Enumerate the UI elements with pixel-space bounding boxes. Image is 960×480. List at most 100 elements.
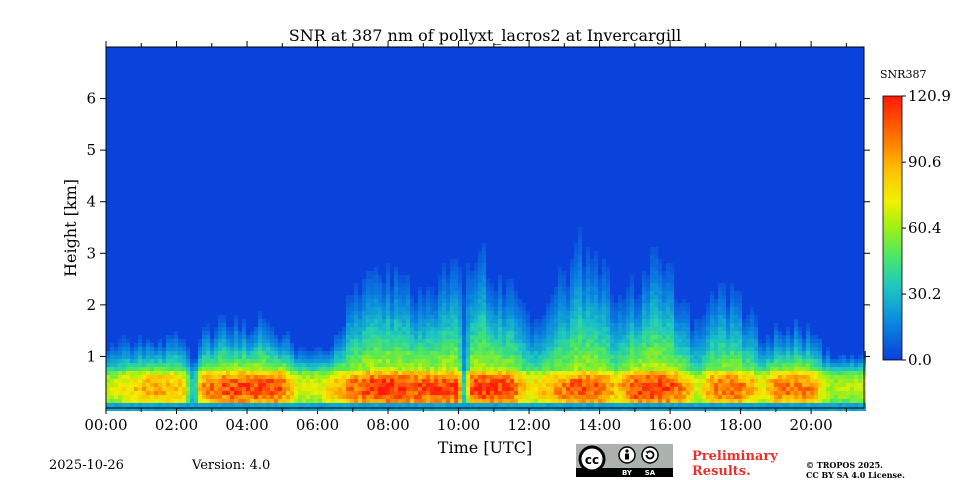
heatmap-cells <box>106 227 866 411</box>
heatmap-cell <box>762 371 766 375</box>
heatmap-cell <box>698 403 702 407</box>
heatmap-cell <box>122 395 126 399</box>
heatmap-cell <box>442 315 446 319</box>
heatmap-cell <box>478 271 482 275</box>
heatmap-cell <box>762 343 766 347</box>
heatmap-cell <box>198 351 202 355</box>
heatmap-cell <box>778 379 782 383</box>
heatmap-cell <box>234 363 238 367</box>
heatmap-cell <box>510 367 514 371</box>
heatmap-cell <box>606 319 610 323</box>
heatmap-cell <box>642 315 646 319</box>
heatmap-cell <box>626 323 630 327</box>
heatmap-cell <box>358 299 362 303</box>
heatmap-cell <box>122 379 126 383</box>
heatmap-cell <box>578 379 582 383</box>
heatmap-cell <box>346 363 350 367</box>
heatmap-cell <box>606 343 610 347</box>
heatmap-cell <box>134 407 138 411</box>
heatmap-cell <box>434 383 438 387</box>
heatmap-cell <box>402 315 406 319</box>
heatmap-cell <box>350 295 354 299</box>
heatmap-cell <box>458 391 462 395</box>
heatmap-cell <box>686 407 690 411</box>
heatmap-cell <box>134 363 138 367</box>
heatmap-cell <box>162 363 166 367</box>
heatmap-cell <box>674 307 678 311</box>
heatmap-cell <box>250 375 254 379</box>
heatmap-cell <box>522 327 526 331</box>
heatmap-cell <box>390 347 394 351</box>
heatmap-cell <box>362 403 366 407</box>
heatmap-cell <box>146 375 150 379</box>
heatmap-cell <box>358 339 362 343</box>
heatmap-cell <box>422 379 426 383</box>
heatmap-cell <box>718 371 722 375</box>
heatmap-cell <box>142 367 146 371</box>
heatmap-cell <box>702 339 706 343</box>
heatmap-cell <box>434 327 438 331</box>
heatmap-cell <box>470 327 474 331</box>
heatmap-cell <box>622 379 626 383</box>
heatmap-cell <box>686 303 690 307</box>
heatmap-cell <box>522 371 526 375</box>
heatmap-cell <box>510 327 514 331</box>
heatmap-cell <box>346 303 350 307</box>
heatmap-cell <box>462 327 466 331</box>
heatmap-cell <box>394 323 398 327</box>
heatmap-cell <box>630 275 634 279</box>
heatmap-cell <box>534 367 538 371</box>
heatmap-cell <box>390 375 394 379</box>
heatmap-cell <box>438 279 442 283</box>
heatmap-cell <box>254 327 258 331</box>
heatmap-cell <box>510 311 514 315</box>
heatmap-cell <box>258 391 262 395</box>
heatmap-cell <box>782 391 786 395</box>
heatmap-cell <box>430 383 434 387</box>
heatmap-cell <box>718 295 722 299</box>
heatmap-cell <box>430 387 434 391</box>
heatmap-cell <box>842 355 846 359</box>
heatmap-cell <box>666 375 670 379</box>
heatmap-cell <box>786 395 790 399</box>
heatmap-cell <box>510 303 514 307</box>
heatmap-cell <box>558 331 562 335</box>
heatmap-cell <box>594 399 598 403</box>
heatmap-cell <box>686 307 690 311</box>
heatmap-cell <box>682 331 686 335</box>
heatmap-cell <box>262 359 266 363</box>
heatmap-cell <box>722 331 726 335</box>
heatmap-cell <box>450 371 454 375</box>
heatmap-cell <box>462 331 466 335</box>
heatmap-cell <box>598 379 602 383</box>
heatmap-cell <box>362 319 366 323</box>
heatmap-cell <box>178 387 182 391</box>
heatmap-cell <box>670 263 674 267</box>
heatmap-cell <box>266 367 270 371</box>
heatmap-cell <box>502 327 506 331</box>
heatmap-cell <box>542 355 546 359</box>
heatmap-cell <box>582 283 586 287</box>
heatmap-cell <box>662 295 666 299</box>
heatmap-cell <box>430 375 434 379</box>
heatmap-cell <box>570 271 574 275</box>
heatmap-cell <box>126 407 130 411</box>
heatmap-cell <box>366 335 370 339</box>
heatmap-cell <box>658 271 662 275</box>
heatmap-cell <box>654 275 658 279</box>
heatmap-cell <box>738 403 742 407</box>
heatmap-cell <box>526 399 530 403</box>
heatmap-cell <box>398 279 402 283</box>
heatmap-cell <box>386 343 390 347</box>
heatmap-cell <box>754 351 758 355</box>
heatmap-cell <box>826 395 830 399</box>
heatmap-cell <box>354 311 358 315</box>
heatmap-cell <box>466 363 470 367</box>
heatmap-cell <box>506 371 510 375</box>
heatmap-cell <box>614 307 618 311</box>
heatmap-cell <box>666 263 670 267</box>
heatmap-cell <box>638 347 642 351</box>
heatmap-cell <box>434 391 438 395</box>
heatmap-cell <box>298 399 302 403</box>
heatmap-cell <box>282 375 286 379</box>
